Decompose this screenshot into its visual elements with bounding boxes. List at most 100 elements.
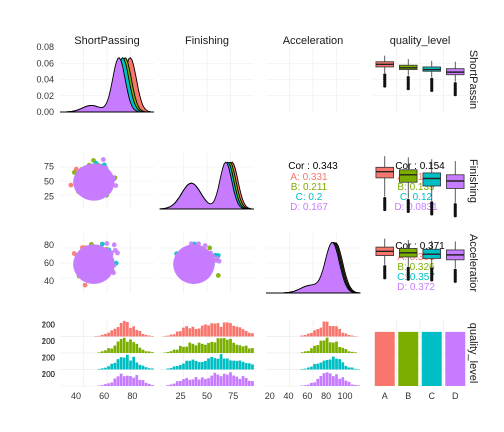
hist-bar-B (341, 347, 345, 353)
hist-bar-B (194, 345, 198, 353)
hist-bar-A (322, 321, 326, 337)
hist-bar-A (144, 334, 148, 337)
density-D (159, 161, 254, 210)
hist-bar-B (185, 346, 188, 353)
hist-bar-A (172, 334, 176, 337)
hist-bar-C (210, 356, 214, 370)
hist-bar-C (338, 359, 341, 370)
hist-bar-A (163, 335, 167, 337)
box-outlier-A (383, 269, 387, 273)
hist-bar-D (126, 375, 129, 386)
hist-bar-D (222, 373, 226, 386)
strip-right-label: Finishing (467, 159, 479, 203)
correlation-group-D: D: 0.167 (290, 202, 328, 213)
hist-bar-A (338, 328, 341, 337)
hist-bar-C (313, 364, 316, 370)
hist-bar-A (226, 322, 229, 337)
hist-bar-C (241, 361, 245, 370)
box-outlier-B (406, 87, 410, 91)
hist-bar-B (172, 349, 176, 353)
hist-bar-C (119, 357, 123, 370)
hist-bar-A (97, 335, 101, 337)
hist-bar-B (226, 339, 229, 353)
hist-bar-C (344, 365, 348, 370)
hist-bar-B (204, 344, 207, 353)
box-outlier-A (383, 203, 387, 207)
box-outlier-C (430, 210, 434, 214)
hist-bar-C (226, 358, 229, 370)
box-outlier-B (406, 275, 410, 279)
hist-bar-A (235, 326, 239, 337)
hist-bar-C (116, 359, 120, 370)
box-outlier-A (383, 73, 387, 77)
hist-bar-C (325, 359, 329, 370)
hist-bar-A (347, 335, 351, 337)
correlation-title: Cor : 0.154 (395, 161, 445, 172)
box-outlier-B (406, 270, 410, 275)
hist-bar-C (238, 360, 242, 370)
hist-bar-B (319, 340, 323, 353)
hist-bar-A (303, 335, 307, 337)
hist-bar-C (144, 367, 148, 370)
box-outlier-C (430, 84, 434, 88)
hist-bar-D (251, 381, 254, 386)
hist-bar-B (144, 351, 148, 353)
hist-bar-D (347, 381, 351, 386)
hist-bar-B (200, 343, 204, 353)
y-tick-density: 0.02 (36, 91, 54, 101)
box-outlier-B (406, 201, 410, 205)
box-outlier-D (453, 88, 457, 92)
hist-bar-A (185, 326, 188, 337)
hist-bar-C (229, 360, 232, 370)
box-outlier-A (383, 273, 387, 278)
hist-bar-D (229, 372, 232, 386)
hist-bar-C (235, 360, 239, 370)
hist-bar-C (166, 368, 170, 370)
hist-bar-B (132, 342, 135, 353)
box-outlier-A (383, 80, 387, 84)
hist-bar-C (306, 367, 310, 370)
hist-bar-B (97, 352, 101, 353)
hist-bar-D (147, 383, 151, 386)
hist-bar-C (191, 359, 195, 370)
hist-bar-B (353, 352, 357, 353)
box-outlier-C (430, 271, 434, 275)
scatter-point-C (99, 241, 105, 247)
box-outlier-C (430, 86, 434, 90)
y-tick-histogram: 100 (42, 354, 56, 363)
box-outlier-D (453, 86, 457, 90)
hist-bar-D (138, 379, 142, 386)
x-tick-quality: B (405, 391, 411, 401)
strip-right-label: quality_level (467, 323, 479, 384)
hist-bar-B (110, 348, 114, 353)
hist-bar-D (303, 385, 307, 386)
box-C (422, 172, 441, 187)
hist-bar-B (213, 342, 217, 353)
hist-bar-B (119, 339, 123, 353)
hist-bar-A (110, 330, 114, 337)
hist-bar-A (325, 321, 329, 337)
hist-bar-C (319, 362, 323, 370)
y-tick-acceleration: 40 (44, 276, 54, 286)
hist-bar-D (110, 382, 114, 386)
hist-bar-D (210, 375, 214, 386)
hist-bar-B (138, 347, 142, 353)
x-tick-shortpassing: 80 (127, 391, 137, 401)
y-tick-shortpassing: 25 (44, 192, 54, 202)
hist-bar-C (151, 368, 154, 370)
hist-bar-D (226, 374, 229, 386)
hist-bar-C (222, 358, 226, 370)
y-tick-histogram: 100 (42, 337, 56, 346)
hist-bar-A (335, 326, 338, 337)
hist-bar-A (247, 332, 251, 337)
hist-bar-C (303, 368, 307, 370)
hist-bar-D (204, 379, 207, 386)
hist-bar-A (113, 328, 117, 337)
scatter-panel (173, 241, 222, 284)
y-tick-acceleration: 60 (44, 258, 54, 268)
hist-bar-D (119, 373, 123, 386)
hist-bar-A (316, 329, 320, 337)
hist-bar-B (235, 344, 239, 353)
hist-bar-A (147, 335, 151, 337)
